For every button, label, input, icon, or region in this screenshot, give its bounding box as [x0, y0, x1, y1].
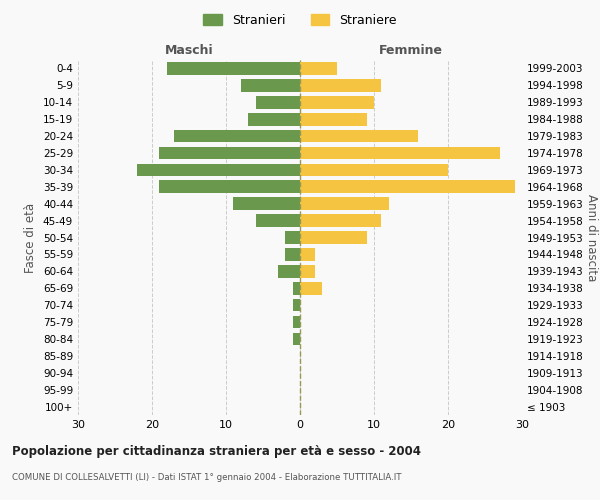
Bar: [300, 248, 315, 260]
Bar: [300, 180, 515, 193]
Bar: [160, 146, 300, 160]
Bar: [300, 198, 389, 210]
Bar: [167, 62, 300, 75]
Bar: [300, 130, 418, 142]
Text: COMUNE DI COLLESALVETTI (LI) - Dati ISTAT 1° gennaio 2004 - Elaborazione TUTTITA: COMUNE DI COLLESALVETTI (LI) - Dati ISTA…: [12, 472, 401, 482]
Bar: [300, 282, 322, 294]
Bar: [300, 62, 337, 75]
Y-axis label: Fasce di età: Fasce di età: [25, 202, 37, 272]
Bar: [160, 180, 300, 193]
Bar: [285, 231, 300, 244]
Legend: Stranieri, Straniere: Stranieri, Straniere: [198, 8, 402, 32]
Bar: [256, 214, 300, 227]
Bar: [248, 113, 300, 126]
Text: Popolazione per cittadinanza straniera per età e sesso - 2004: Popolazione per cittadinanza straniera p…: [12, 445, 421, 458]
Bar: [300, 96, 374, 108]
Bar: [300, 113, 367, 126]
Bar: [174, 130, 300, 142]
Y-axis label: Anni di nascita: Anni di nascita: [584, 194, 598, 281]
Bar: [300, 164, 448, 176]
Bar: [256, 96, 300, 108]
Bar: [300, 79, 382, 92]
Bar: [300, 214, 382, 227]
Bar: [293, 299, 300, 312]
Bar: [300, 146, 500, 160]
Bar: [300, 231, 367, 244]
Text: Femmine: Femmine: [379, 44, 443, 57]
Bar: [137, 164, 300, 176]
Bar: [293, 316, 300, 328]
Bar: [285, 248, 300, 260]
Bar: [233, 198, 300, 210]
Bar: [293, 282, 300, 294]
Bar: [278, 265, 300, 278]
Bar: [300, 265, 315, 278]
Text: Maschi: Maschi: [164, 44, 214, 57]
Bar: [241, 79, 300, 92]
Bar: [293, 332, 300, 345]
